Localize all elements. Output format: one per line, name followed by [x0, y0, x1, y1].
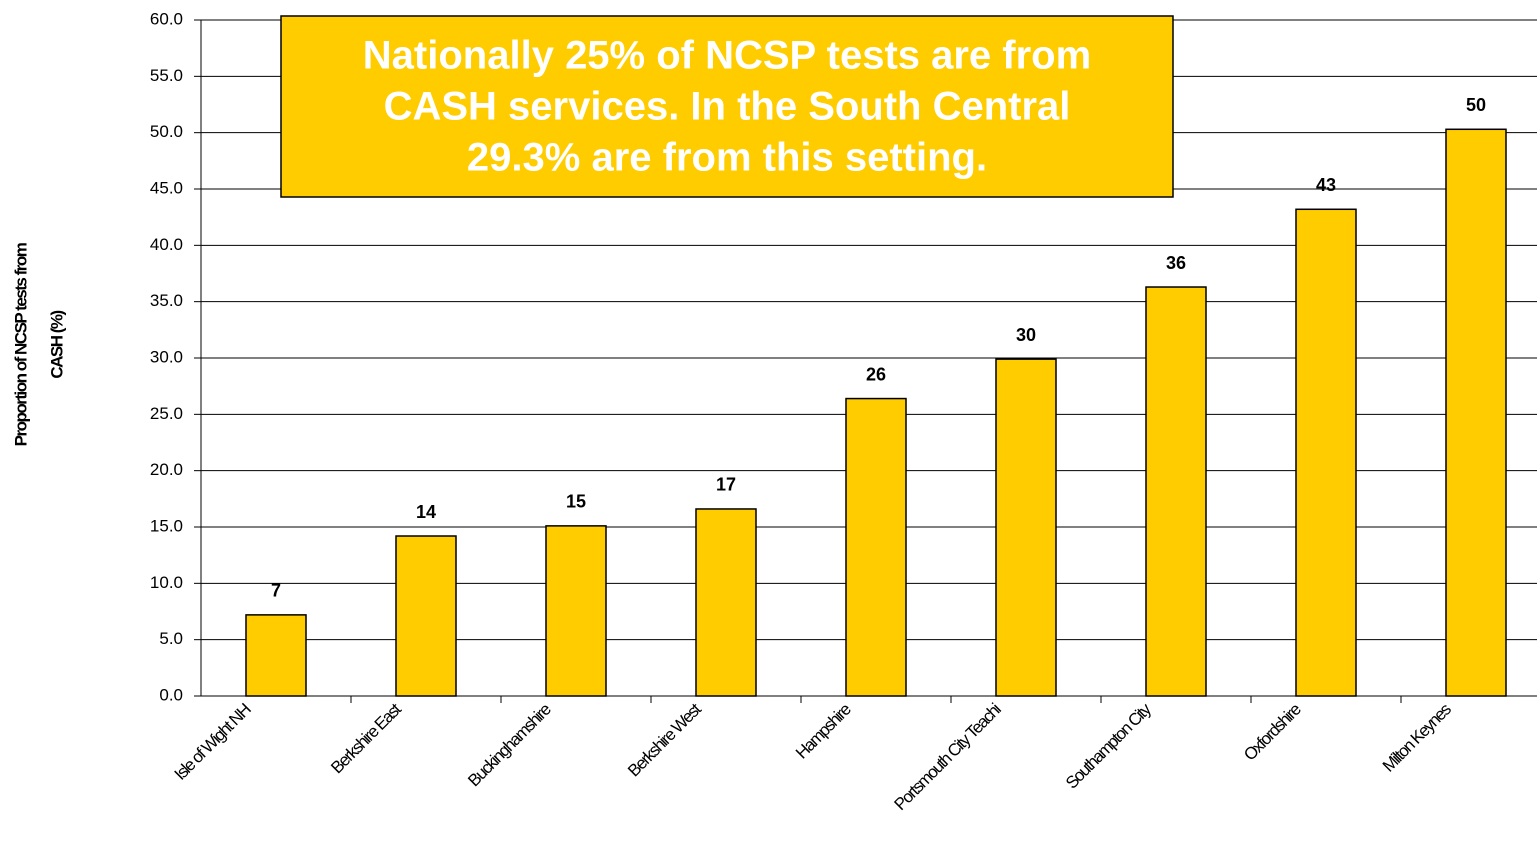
- annotation-text: CASH services. In the South Central: [384, 85, 1071, 129]
- x-tick-label: Berkshire East: [327, 699, 405, 777]
- value-label: 36: [1166, 253, 1186, 273]
- y-tick-label: 40.0: [150, 235, 183, 254]
- y-axis-title: CASH (%): [47, 311, 66, 379]
- x-tick-label: Hampshire: [792, 700, 855, 763]
- y-tick-label: 5.0: [159, 629, 183, 648]
- y-tick-label: 25.0: [150, 404, 183, 423]
- y-tick-label: 10.0: [150, 573, 183, 592]
- value-label: 14: [416, 502, 436, 522]
- value-label: 15: [566, 492, 586, 512]
- annotation-text: 29.3% are from this setting.: [467, 136, 987, 180]
- annotation-text: Nationally 25% of NCSP tests are from: [363, 34, 1091, 78]
- y-tick-label: 45.0: [150, 178, 183, 197]
- y-tick-label: 35.0: [150, 291, 183, 310]
- y-tick-label: 0.0: [159, 685, 183, 704]
- y-axis-title: Proportion of NCSP tests from: [11, 242, 30, 446]
- value-label: 17: [716, 475, 736, 495]
- x-tick-label: Oxfordshire: [1240, 700, 1305, 765]
- y-tick-label: 30.0: [150, 347, 183, 366]
- bar: [545, 525, 607, 697]
- value-label: 30: [1016, 325, 1036, 345]
- bar: [245, 614, 307, 697]
- y-tick-label: 50.0: [150, 122, 183, 141]
- value-label: 43: [1316, 175, 1336, 195]
- x-tick-label: Portsmouth City Teachi: [891, 700, 1005, 814]
- bar: [395, 535, 457, 697]
- y-tick-label: 60.0: [150, 9, 183, 28]
- x-tick-label: Isle of Wight NH: [171, 700, 254, 783]
- bar: [695, 508, 757, 697]
- value-label: 7: [271, 581, 281, 601]
- bar: [995, 358, 1057, 697]
- bar: [1445, 128, 1507, 697]
- annotation-box: [280, 15, 1174, 198]
- bar: [1145, 286, 1207, 697]
- x-tick-label: Southampton City: [1062, 699, 1155, 792]
- value-label: 26: [866, 364, 886, 384]
- y-tick-label: 20.0: [150, 460, 183, 479]
- x-tick-label: Berkshire West: [624, 699, 705, 780]
- x-tick-label: Milton Keynes: [1379, 700, 1455, 776]
- value-label: 50: [1466, 95, 1486, 115]
- x-tick-label: Buckinghamshire: [464, 700, 554, 790]
- bar: [845, 397, 907, 697]
- bar: [1295, 208, 1357, 697]
- y-tick-label: 15.0: [150, 516, 183, 535]
- y-tick-label: 55.0: [150, 66, 183, 85]
